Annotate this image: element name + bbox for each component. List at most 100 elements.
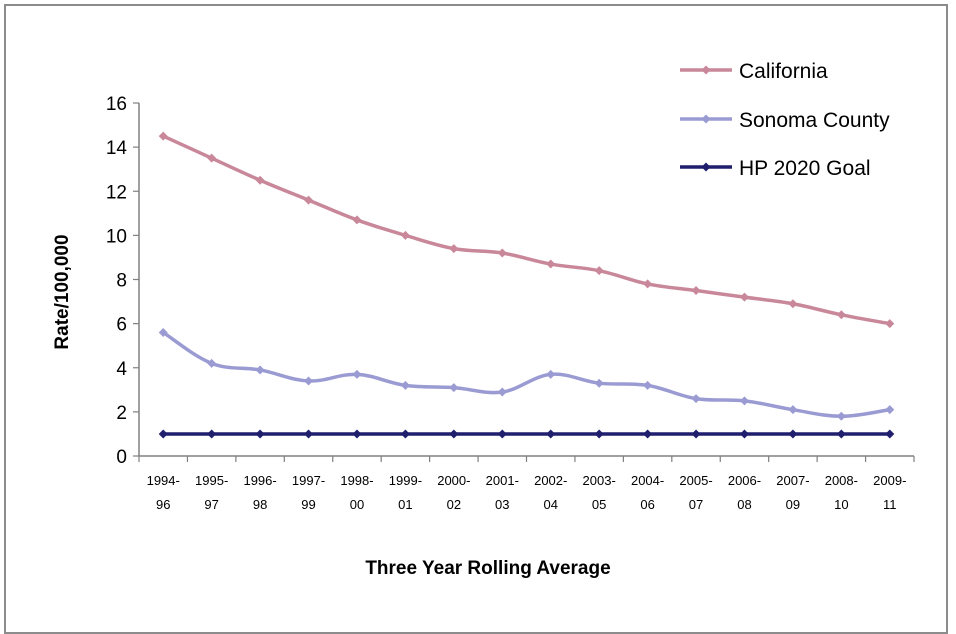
y-tick-label: 2 <box>116 403 127 424</box>
data-point-california <box>207 153 217 163</box>
legend-label: HP 2020 Goal <box>739 157 871 180</box>
data-point-california <box>643 279 653 289</box>
data-point-hp-2020-goal <box>691 429 701 439</box>
x-tick-label-line2: 06 <box>640 497 654 512</box>
data-point-hp-2020-goal <box>255 429 265 439</box>
x-tick-label-line2: 01 <box>398 497 412 512</box>
x-tick-label-line2: 00 <box>350 497 364 512</box>
x-tick-label: 2007- <box>776 473 809 488</box>
data-point-california <box>449 244 459 254</box>
data-point-hp-2020-goal <box>352 429 362 439</box>
data-point-sonoma-county <box>497 387 507 397</box>
data-point-california <box>885 319 895 329</box>
data-point-sonoma-county <box>594 378 604 388</box>
data-point-sonoma-county <box>400 380 410 390</box>
data-point-california <box>497 248 507 258</box>
data-point-hp-2020-goal <box>885 429 895 439</box>
legend-swatch-marker <box>701 114 711 124</box>
data-point-california <box>400 230 410 240</box>
x-axis-ticks: 1994- 96 1995- 97 1996- 98 1997- 99 1998- 00 1999-… <box>138 456 915 512</box>
x-tick-label: 2003- <box>583 473 616 488</box>
data-point-sonoma-county <box>158 327 168 337</box>
y-tick-label: 6 <box>116 315 127 336</box>
x-tick-label-line2: 98 <box>253 497 267 512</box>
x-tick-label: 1994- <box>147 473 180 488</box>
data-point-california <box>158 131 168 141</box>
x-tick-label-line2: 04 <box>543 497 557 512</box>
x-tick-label: 1997- <box>292 473 325 488</box>
data-point-sonoma-county <box>836 411 846 421</box>
chart-legend: California Sonoma County HP 2020 Goal <box>680 60 890 180</box>
data-point-california <box>304 195 314 205</box>
data-point-hp-2020-goal <box>400 429 410 439</box>
x-tick-label: 2002- <box>534 473 567 488</box>
y-tick-label: 12 <box>106 182 127 203</box>
data-point-hp-2020-goal <box>643 429 653 439</box>
x-axis-title: Three Year Rolling Average <box>365 558 610 579</box>
data-point-california <box>836 310 846 320</box>
series-hp-2020-goal <box>158 429 895 439</box>
data-point-sonoma-county <box>885 405 895 415</box>
data-point-california <box>594 266 604 276</box>
x-tick-label: 1998- <box>340 473 373 488</box>
y-tick-label: 10 <box>106 226 127 247</box>
data-point-sonoma-county <box>643 380 653 390</box>
x-tick-label: 2009- <box>873 473 906 488</box>
data-point-sonoma-county <box>691 394 701 404</box>
series-sonoma-county <box>158 327 895 421</box>
data-point-california <box>546 259 556 269</box>
chart-frame <box>4 4 948 634</box>
data-point-sonoma-county <box>546 369 556 379</box>
series-line-sonoma-county <box>162 330 891 419</box>
y-tick-label: 14 <box>106 138 128 159</box>
x-tick-label: 1996- <box>243 473 276 488</box>
chart-series <box>158 131 895 439</box>
data-point-california <box>739 292 749 302</box>
x-tick-label-line2: 03 <box>495 497 509 512</box>
y-axis-title: Rate/100,000 <box>52 234 73 349</box>
x-tick-label: 2005- <box>679 473 712 488</box>
legend-swatch-marker <box>701 65 711 75</box>
series-line-california <box>162 134 891 326</box>
data-point-sonoma-county <box>739 396 749 406</box>
x-tick-label-line2: 10 <box>834 497 848 512</box>
x-tick-label-line2: 96 <box>156 497 170 512</box>
data-point-sonoma-county <box>788 405 798 415</box>
series-california <box>158 131 895 329</box>
x-tick-label-line2: 02 <box>447 497 461 512</box>
x-tick-label: 1999- <box>389 473 422 488</box>
data-point-sonoma-county <box>207 358 217 368</box>
data-point-hp-2020-goal <box>836 429 846 439</box>
y-tick-label: 16 <box>106 94 127 115</box>
chart-axes <box>138 103 914 457</box>
data-point-hp-2020-goal <box>449 429 459 439</box>
x-tick-label: 2000- <box>437 473 470 488</box>
x-tick-label: 2008- <box>825 473 858 488</box>
data-point-hp-2020-goal <box>594 429 604 439</box>
data-point-california <box>788 299 798 309</box>
legend-swatch-marker <box>701 162 711 172</box>
data-point-california <box>352 215 362 225</box>
x-tick-label-line2: 07 <box>689 497 703 512</box>
x-tick-label: 2001- <box>486 473 519 488</box>
legend-label: California <box>739 60 828 83</box>
data-point-hp-2020-goal <box>497 429 507 439</box>
x-tick-label-line2: 97 <box>204 497 218 512</box>
data-point-hp-2020-goal <box>788 429 798 439</box>
data-point-hp-2020-goal <box>304 429 314 439</box>
data-point-sonoma-county <box>304 376 314 386</box>
y-tick-label: 8 <box>116 271 127 292</box>
data-point-california <box>691 286 701 296</box>
data-point-sonoma-county <box>352 369 362 379</box>
x-tick-label-line2: 99 <box>301 497 315 512</box>
y-tick-label: 0 <box>116 447 127 468</box>
x-tick-label: 2004- <box>631 473 664 488</box>
x-tick-label-line2: 11 <box>883 497 897 512</box>
y-tick-label: 4 <box>116 359 127 380</box>
legend-label: Sonoma County <box>739 109 890 132</box>
x-tick-label: 2006- <box>728 473 761 488</box>
data-point-sonoma-county <box>449 383 459 393</box>
x-tick-label: 1995- <box>195 473 228 488</box>
data-point-hp-2020-goal <box>207 429 217 439</box>
